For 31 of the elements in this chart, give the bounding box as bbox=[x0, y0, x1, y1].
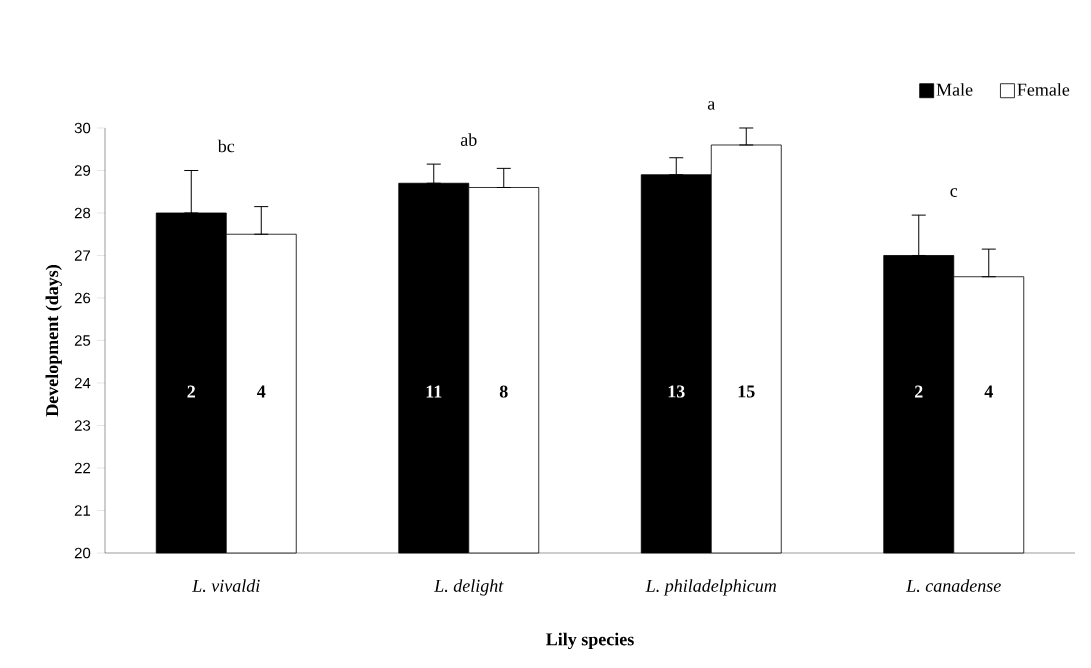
annotation: 15 bbox=[738, 385, 755, 398]
text: a bbox=[707, 101, 716, 110]
annotation: 2 bbox=[915, 385, 923, 398]
y-tick-label: 27 bbox=[74, 250, 91, 261]
y-tick-label: 22 bbox=[74, 462, 91, 474]
annotation: ab bbox=[460, 133, 477, 146]
y-tick-label: 25 bbox=[74, 335, 91, 346]
y-tick-label: 29 bbox=[74, 165, 91, 176]
x-tick-label: L. canadense bbox=[906, 579, 1001, 592]
y-axis-title: Development (days) bbox=[45, 265, 62, 417]
annotation: c bbox=[950, 188, 958, 197]
annotation: 2 bbox=[187, 385, 195, 398]
annotation: bc bbox=[217, 139, 235, 153]
annotation: 8 bbox=[499, 385, 508, 398]
x-tick-label: L. philadelphicum bbox=[645, 579, 777, 596]
annotation: 13 bbox=[668, 385, 685, 398]
annotation: 11 bbox=[426, 385, 442, 398]
y-tick-label: 23 bbox=[74, 420, 91, 431]
legend-label: Male bbox=[936, 83, 973, 96]
x-tick-label: L. vivaldi bbox=[192, 579, 260, 592]
y-tick-label: 24 bbox=[74, 377, 91, 389]
annotation: 4 bbox=[257, 385, 266, 398]
y-tick-label: 21 bbox=[74, 505, 91, 516]
x-axis-title: Lily species bbox=[546, 632, 634, 650]
y-tick-label: 30 bbox=[74, 122, 91, 134]
x-tick-label: L. delight bbox=[434, 579, 504, 596]
y-tick-label: 26 bbox=[74, 292, 91, 304]
legend-label: Female bbox=[1017, 83, 1070, 96]
y-tick-label: 20 bbox=[74, 547, 91, 559]
y-tick-label: 28 bbox=[74, 207, 91, 219]
annotation: 4 bbox=[984, 385, 993, 398]
